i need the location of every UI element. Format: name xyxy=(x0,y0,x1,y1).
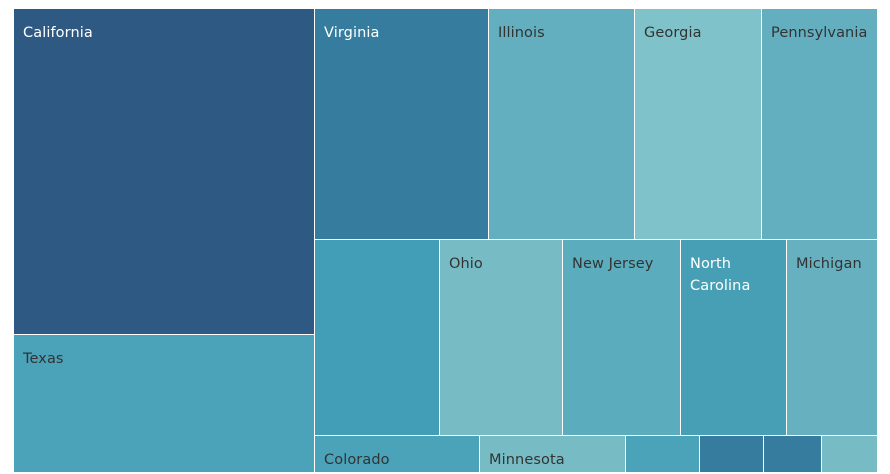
treemap-tile-label: New Jersey xyxy=(572,256,654,272)
treemap-tile-label: Virginia xyxy=(324,25,380,41)
treemap-tile-label: Ohio xyxy=(449,256,483,272)
treemap-tile-illinois[interactable]: Illinois xyxy=(489,9,636,241)
treemap-tile-label: Colorado xyxy=(324,452,390,468)
treemap-tile-label: Texas xyxy=(23,351,64,367)
treemap-tile-label: Michigan xyxy=(796,256,862,272)
treemap-tile-minnesota[interactable]: Minnesota xyxy=(480,436,627,474)
treemap-tile-georgia[interactable]: Georgia xyxy=(635,9,763,241)
treemap-tile-texas[interactable]: Texas xyxy=(14,335,316,474)
treemap-tile-label: Pennsylvania xyxy=(771,25,868,41)
treemap-tile-label: Illinois xyxy=(498,25,545,41)
treemap-tile-michigan[interactable]: Michigan xyxy=(787,240,879,437)
treemap-tile-label: Georgia xyxy=(644,25,702,41)
treemap-tile-label: North Carolina xyxy=(690,256,751,294)
treemap-tile-unlabeled-16[interactable] xyxy=(822,436,879,474)
treemap-tile-ohio[interactable]: Ohio xyxy=(440,240,564,437)
treemap-tile-pennsylvania[interactable]: Pennsylvania xyxy=(762,9,879,241)
treemap-tile-california[interactable]: California xyxy=(14,9,316,336)
treemap-tile-colorado[interactable]: Colorado xyxy=(315,436,481,474)
treemap-tile-unlabeled-15[interactable] xyxy=(764,436,823,474)
treemap-tile-unlabeled-13[interactable] xyxy=(626,436,701,474)
treemap-tile-virginia[interactable]: Virginia xyxy=(315,9,490,241)
treemap-tile-label: California xyxy=(23,25,93,41)
treemap-tile-label: Minnesota xyxy=(489,452,565,468)
treemap-tile-unlabeled-6[interactable] xyxy=(315,240,441,437)
treemap-tile-new-jersey[interactable]: New Jersey xyxy=(563,240,682,437)
treemap-tile-unlabeled-14[interactable] xyxy=(700,436,765,474)
treemap-tile-north-carolina[interactable]: North Carolina xyxy=(681,240,788,437)
